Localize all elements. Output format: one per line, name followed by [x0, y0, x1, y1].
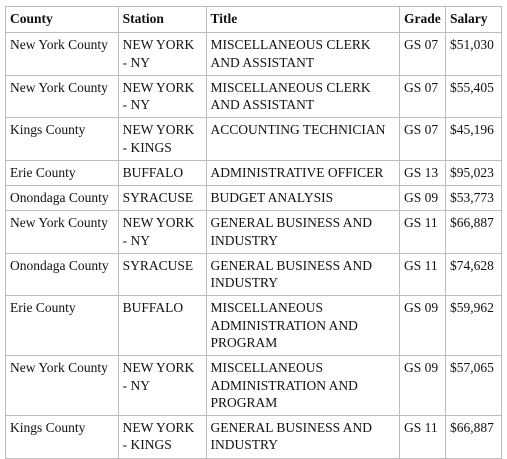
salary-cell: $74,628	[444, 252, 503, 297]
grade-cell: GS 11	[399, 415, 446, 459]
table-row: Erie County BUFFALO ADMINISTRATIVE OFFIC…	[5, 159, 503, 187]
column-header-grade: Grade	[399, 5, 446, 34]
county-cell: New York County	[5, 74, 119, 119]
grade-cell: GS 07	[399, 74, 446, 119]
title-cell: MISCELLANEOUS CLERK AND ASSISTANT	[205, 74, 401, 119]
title-cell: ADMINISTRATIVE OFFICER	[205, 159, 401, 187]
county-cell: Kings County	[5, 117, 119, 161]
salary-cell: $95,023	[444, 159, 503, 187]
table-row: Erie County BUFFALO MISCELLANEOUS ADMINI…	[5, 295, 503, 357]
table-row: New York County NEW YORK - NY MISCELLANE…	[5, 355, 503, 417]
grade-cell: GS 13	[399, 159, 446, 187]
station-cell: NEW YORK - NY	[117, 210, 207, 254]
column-header-salary: Salary	[444, 5, 503, 34]
salary-cell: $51,030	[444, 32, 503, 76]
grade-cell: GS 09	[399, 355, 446, 417]
column-header-station: Station	[117, 5, 207, 34]
station-cell: NEW YORK - NY	[117, 74, 207, 119]
grade-cell: GS 09	[399, 295, 446, 357]
county-cell: New York County	[5, 210, 119, 254]
grade-cell: GS 07	[399, 117, 446, 161]
table-row: New York County NEW YORK - NY MISCELLANE…	[5, 74, 503, 119]
county-cell: New York County	[5, 32, 119, 76]
station-cell: SYRACUSE	[117, 185, 207, 212]
station-cell: BUFFALO	[117, 295, 207, 357]
station-cell: NEW YORK - NY	[117, 355, 207, 417]
salary-cell: $57,065	[444, 355, 503, 417]
county-cell: New York County	[5, 355, 119, 417]
county-cell: Erie County	[5, 159, 119, 187]
salary-cell: $66,887	[444, 415, 503, 459]
county-cell: Onondaga County	[5, 252, 119, 297]
header-row: County Station Title Grade Salary	[5, 5, 503, 34]
grade-cell: GS 07	[399, 32, 446, 76]
table-row: New York County NEW YORK - NY MISCELLANE…	[5, 32, 503, 76]
table-row: Onondaga County SYRACUSE BUDGET ANALYSIS…	[5, 185, 503, 212]
station-cell: SYRACUSE	[117, 252, 207, 297]
station-cell: BUFFALO	[117, 159, 207, 187]
county-cell: Onondaga County	[5, 185, 119, 212]
title-cell: GENERAL BUSINESS AND INDUSTRY	[205, 252, 401, 297]
table-row: Kings County NEW YORK - KINGS GENERAL BU…	[5, 415, 503, 459]
title-cell: BUDGET ANALYSIS	[205, 185, 401, 212]
salary-cell: $45,196	[444, 117, 503, 161]
county-cell: Erie County	[5, 295, 119, 357]
table-row: Kings County NEW YORK - KINGS ACCOUNTING…	[5, 117, 503, 161]
table-row: Onondaga County SYRACUSE GENERAL BUSINES…	[5, 252, 503, 297]
county-cell: Kings County	[5, 415, 119, 459]
column-header-title: Title	[205, 5, 401, 34]
salary-cell: $55,405	[444, 74, 503, 119]
title-cell: ACCOUNTING TECHNICIAN	[205, 117, 401, 161]
title-cell: MISCELLANEOUS ADMINISTRATION AND PROGRAM	[205, 355, 401, 417]
salary-cell: $59,962	[444, 295, 503, 357]
station-cell: NEW YORK - NY	[117, 32, 207, 76]
column-header-county: County	[5, 5, 119, 34]
station-cell: NEW YORK - KINGS	[117, 415, 207, 459]
title-cell: MISCELLANEOUS ADMINISTRATION AND PROGRAM	[205, 295, 401, 357]
grade-cell: GS 11	[399, 210, 446, 254]
title-cell: GENERAL BUSINESS AND INDUSTRY	[205, 210, 401, 254]
salary-table: County Station Title Grade Salary New Yo…	[5, 5, 503, 459]
station-cell: NEW YORK - KINGS	[117, 117, 207, 161]
grade-cell: GS 11	[399, 252, 446, 297]
salary-cell: $66,887	[444, 210, 503, 254]
title-cell: MISCELLANEOUS CLERK AND ASSISTANT	[205, 32, 401, 76]
table-row: New York County NEW YORK - NY GENERAL BU…	[5, 210, 503, 254]
table-body: New York County NEW YORK - NY MISCELLANE…	[5, 32, 503, 459]
title-cell: GENERAL BUSINESS AND INDUSTRY	[205, 415, 401, 459]
salary-cell: $53,773	[444, 185, 503, 212]
grade-cell: GS 09	[399, 185, 446, 212]
